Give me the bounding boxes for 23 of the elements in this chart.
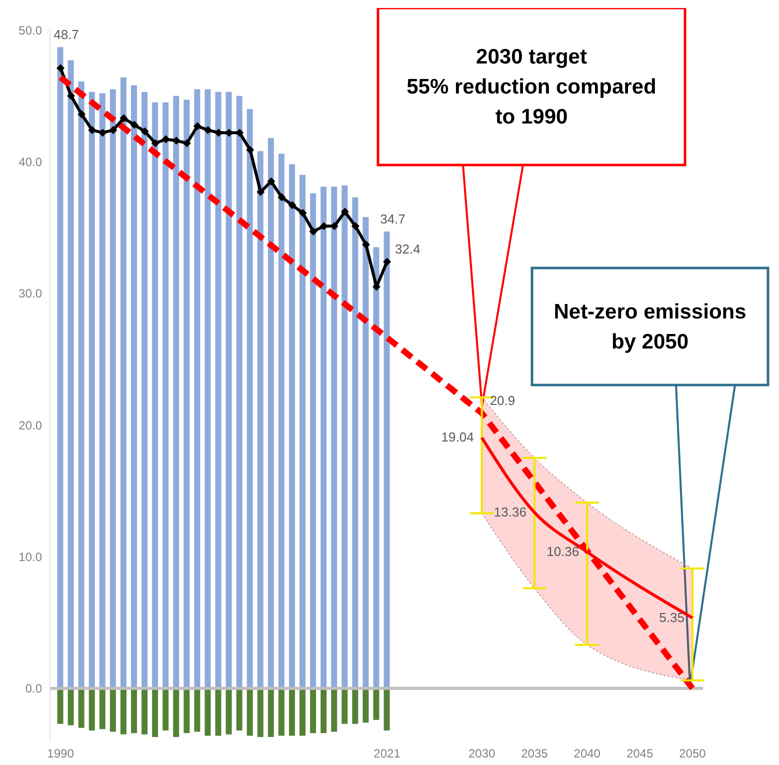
y-tick-label: 30.0: [18, 286, 42, 301]
data-label: 5.35: [659, 610, 684, 625]
y-tick-label: 40.0: [18, 154, 42, 169]
x-tick-label: 2035: [521, 746, 548, 761]
x-tick-label: 1990: [47, 746, 74, 761]
data-label: 13.36: [494, 504, 526, 520]
data-label: 10.36: [546, 544, 580, 559]
data-label: 34.7: [380, 211, 406, 226]
x-tick-label: 2050: [679, 746, 706, 761]
x-tick-label: 2040: [574, 746, 601, 761]
x-tick-label: 2030: [468, 746, 496, 761]
y-tick-label: 50.0: [18, 23, 42, 38]
annotation: 2030 target 55% reduction compared to 1990: [406, 46, 656, 128]
data-label: 20.9: [490, 393, 516, 408]
x-tick-label: 2045: [626, 746, 654, 761]
y-tick-label: 10.0: [18, 550, 42, 564]
y-tick-label: 20.0: [18, 418, 42, 432]
y-tick-label: 0.0: [25, 682, 42, 696]
x-tick-label: 2021: [374, 746, 401, 761]
data-label: 19.04: [441, 430, 474, 445]
data-label: 48.7: [54, 27, 79, 42]
data-label: 32.4: [395, 242, 420, 257]
annotation: Net-zero emissions by 2050: [554, 300, 746, 354]
